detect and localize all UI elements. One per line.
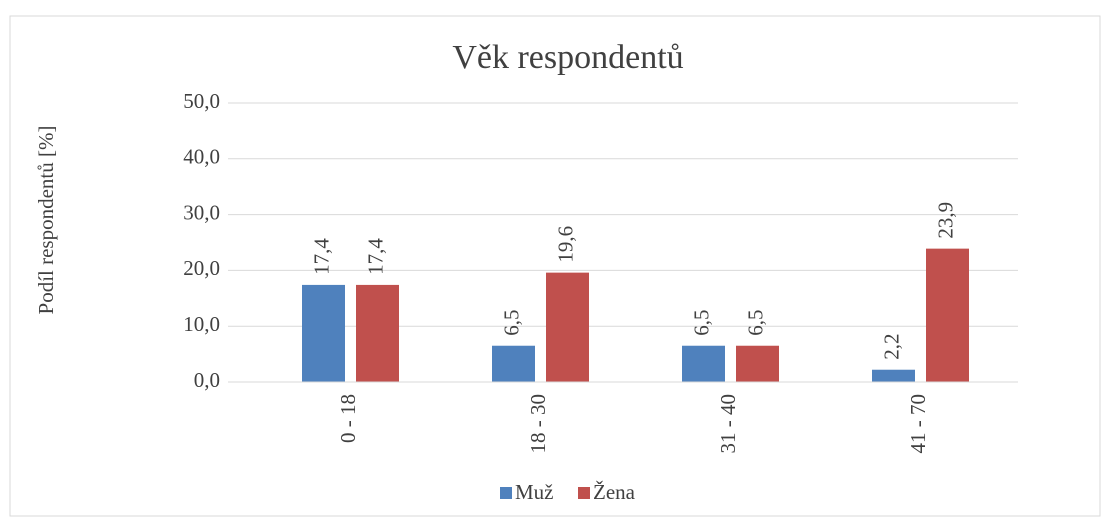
bar <box>872 369 915 382</box>
x-tick-label: 31 - 40 <box>716 394 740 454</box>
value-label: 23,9 <box>933 202 957 239</box>
value-label: 17,4 <box>363 238 387 275</box>
value-label: 6,5 <box>743 309 767 335</box>
y-tick-label: 30,0 <box>183 200 220 224</box>
value-label: 2,2 <box>879 333 903 359</box>
value-label: 6,5 <box>499 309 523 335</box>
bar <box>682 345 725 382</box>
bar <box>356 284 399 382</box>
y-axis-label: Podíl respondentů [%] <box>34 126 58 315</box>
y-tick-label: 0,0 <box>194 368 220 392</box>
legend-label: Muž <box>515 480 554 504</box>
chart-border <box>9 15 1101 517</box>
y-tick-label: 40,0 <box>183 145 220 169</box>
chart-title: Věk respondentů <box>452 39 683 76</box>
x-tick-label: 18 - 30 <box>526 394 550 454</box>
legend-swatch <box>500 487 512 499</box>
value-label: 19,6 <box>553 226 577 263</box>
y-tick-label: 50,0 <box>183 89 220 113</box>
legend-swatch <box>578 487 590 499</box>
bar <box>926 248 969 382</box>
bar <box>736 345 779 382</box>
bar <box>546 272 589 382</box>
bar <box>492 345 535 382</box>
value-label: 6,5 <box>689 309 713 335</box>
bar <box>302 284 345 382</box>
y-tick-label: 20,0 <box>183 256 220 280</box>
x-tick-label: 41 - 70 <box>906 394 930 454</box>
value-label: 17,4 <box>309 238 333 275</box>
legend-label: Žena <box>593 480 636 504</box>
x-tick-label: 0 - 18 <box>336 394 360 443</box>
y-tick-label: 10,0 <box>183 312 220 336</box>
